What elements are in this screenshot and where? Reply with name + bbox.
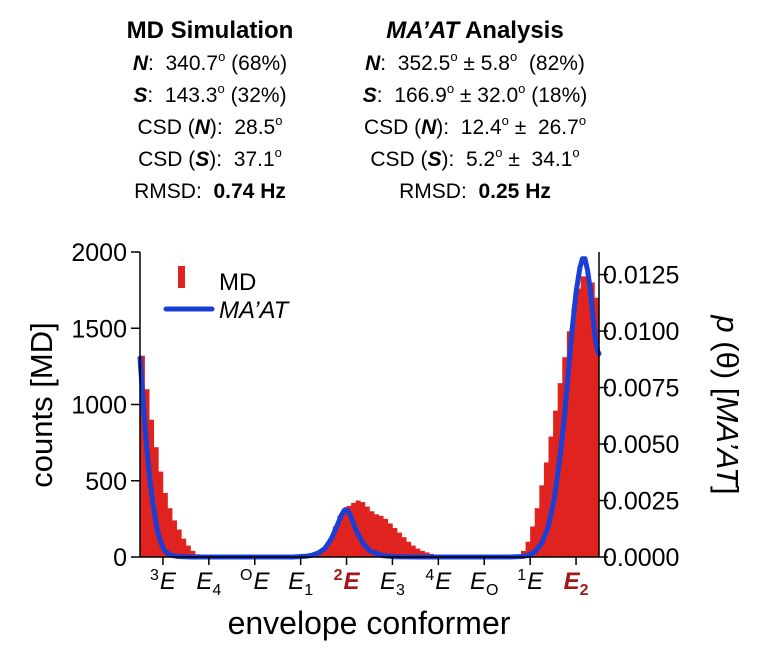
md-histogram-bar	[364, 506, 370, 557]
md-histogram-bar	[360, 502, 366, 557]
x-tick-label: E2	[564, 568, 589, 599]
md-histogram-bar	[176, 529, 182, 557]
md-histogram-bar	[562, 357, 568, 557]
md-histogram-bar	[548, 436, 554, 557]
maat-stats-title: MA’AT Analysis	[386, 17, 564, 44]
maat-rmsd-row: RMSD: 0.25 Hz	[399, 180, 551, 203]
md-histogram-bar	[534, 508, 540, 557]
md-stats-block: MD Simulation N: 340.7o (68%) S: 143.3o …	[100, 14, 320, 208]
maat-south-row: S: 166.9o ± 32.0o (18%)	[362, 81, 588, 107]
md-histogram-bar	[323, 546, 329, 557]
md-histogram-bar	[401, 537, 407, 557]
md-histogram-bar	[392, 528, 398, 557]
md-histogram-bar	[539, 485, 545, 557]
md-histogram-bar	[543, 462, 549, 557]
legend-maat-label: MA’AT	[219, 297, 291, 324]
md-histogram-bar	[369, 511, 375, 557]
maat-csd-south-row: CSD (S): 5.2o ± 34.1o	[370, 145, 580, 171]
x-tick-label: 3E	[150, 567, 177, 595]
x-tick-label: 1E	[517, 567, 544, 595]
left-tick-label: 1000	[71, 392, 127, 420]
md-histogram-bar	[571, 308, 577, 557]
md-csd-south-row: CSD (S): 37.1o	[138, 145, 282, 171]
legend: MD MA’AT	[163, 266, 291, 324]
md-histogram-bar	[185, 545, 191, 557]
md-histogram-bar	[415, 548, 421, 557]
md-histogram-bar	[341, 508, 347, 557]
md-histogram-bar	[374, 514, 379, 557]
right-tick-label: 0.0125	[603, 262, 679, 290]
md-histogram-bar	[346, 505, 352, 557]
legend-md-swatch	[178, 266, 185, 288]
md-histogram-bar	[140, 355, 145, 557]
md-north-row: N: 340.7o (68%)	[132, 49, 288, 75]
md-histogram-bar	[332, 526, 338, 557]
md-histogram-bar	[566, 331, 572, 557]
md-histogram-bar	[419, 550, 425, 557]
md-histogram-bar	[190, 550, 196, 557]
x-tick-label: E3	[380, 568, 405, 599]
md-histogram-bar	[153, 447, 159, 557]
md-south-row: S: 143.3o (32%)	[133, 81, 287, 107]
md-histogram-bar	[158, 471, 164, 557]
x-tick-label: E4	[196, 568, 221, 599]
x-tick-label: OE	[240, 567, 270, 595]
md-histogram-bar	[378, 515, 384, 557]
left-axis-ticks: 0 500 1000 1500 2000	[71, 239, 140, 572]
md-stats-title: MD Simulation	[126, 17, 294, 44]
md-histogram-bar	[167, 508, 173, 557]
md-histogram-bar	[337, 515, 343, 557]
maat-density-curve	[137, 256, 602, 560]
md-histogram-bar	[589, 282, 595, 557]
md-histogram-bar	[162, 492, 168, 557]
y-axis-right-title: p (θ) [MA’AT]	[710, 314, 745, 494]
right-tick-label: 0.0050	[603, 431, 679, 459]
md-histogram-bar	[585, 276, 591, 557]
left-tick-label: 1500	[71, 315, 127, 343]
left-tick-label: 500	[85, 468, 127, 496]
left-tick-label: 2000	[71, 239, 127, 267]
left-tick-label: 0	[113, 544, 127, 572]
x-tick-label: EO	[470, 568, 498, 599]
md-csd-north-row: CSD (N): 28.5o	[137, 113, 283, 139]
md-histogram-bar	[530, 526, 536, 557]
md-histogram-bar	[181, 538, 187, 557]
x-axis-title: envelope conformer	[228, 605, 511, 641]
maat-north-row: N: 352.5o ± 5.8o (82%)	[365, 49, 585, 75]
md-histogram-bar	[319, 551, 324, 557]
right-tick-label: 0.0025	[603, 488, 679, 516]
md-histogram-bar	[594, 297, 600, 557]
x-tick-label: E1	[288, 568, 313, 599]
md-histogram-bar	[397, 532, 402, 557]
md-histogram-bar	[172, 520, 178, 557]
md-histogram-bar	[383, 518, 389, 557]
x-tick-label: 2E	[334, 567, 361, 595]
md-histogram-bar	[328, 538, 334, 557]
md-histogram	[140, 276, 600, 557]
x-axis-ticks: 3E E4 OE E1 2E E3 4E EO 1E E2	[150, 557, 589, 599]
md-histogram-bar	[406, 541, 412, 557]
maat-csd-north-row: CSD (N): 12.4o ± 26.7o	[363, 113, 587, 139]
legend-md-label: MD	[219, 269, 256, 296]
right-tick-label: 0.0000	[603, 544, 679, 572]
md-histogram-bar	[525, 541, 531, 557]
md-rmsd-row: RMSD: 0.74 Hz	[134, 180, 286, 203]
right-tick-label: 0.0100	[603, 318, 679, 346]
md-histogram-bar	[580, 276, 586, 557]
right-axis-ticks: 0.0000 0.0025 0.0050 0.0075 0.0100 0.0125	[599, 262, 679, 572]
right-tick-label: 0.0075	[603, 375, 679, 403]
x-tick-label: 4E	[425, 567, 452, 595]
md-histogram-bar	[410, 545, 416, 557]
md-histogram-bar	[576, 288, 581, 557]
md-histogram-bar	[387, 523, 393, 557]
maat-stats-block: MA’AT Analysis N: 352.5o ± 5.8o (82%) S:…	[330, 14, 620, 208]
y-axis-left-title: counts [MD]	[24, 322, 59, 487]
